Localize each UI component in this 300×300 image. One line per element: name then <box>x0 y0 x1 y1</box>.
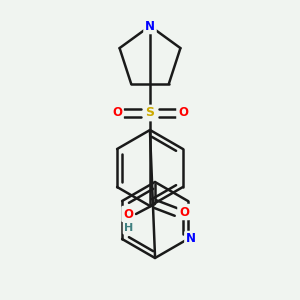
Text: O: O <box>178 106 188 119</box>
Text: S: S <box>146 106 154 119</box>
Text: N: N <box>145 20 155 32</box>
Text: O: O <box>112 106 122 119</box>
Text: O: O <box>179 206 189 218</box>
Text: N: N <box>186 232 196 245</box>
Text: O: O <box>123 208 133 220</box>
Text: H: H <box>124 223 134 233</box>
